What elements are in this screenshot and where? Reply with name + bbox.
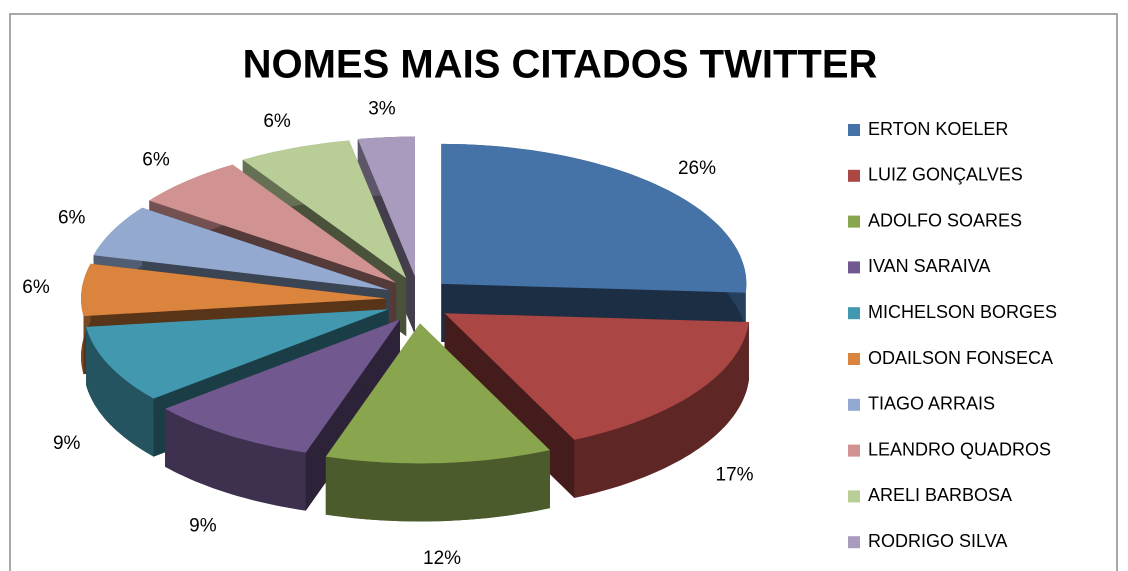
slice-top	[86, 309, 389, 399]
legend-label: RODRIGO SILVA	[868, 531, 1007, 551]
data-label: 6%	[58, 207, 86, 228]
legend-label: TIAGO ARRAIS	[868, 394, 995, 414]
legend-swatch	[848, 215, 860, 228]
data-label: 17%	[716, 465, 754, 486]
slice-wall	[86, 326, 154, 457]
legend-swatch	[848, 124, 860, 136]
slice-wall	[165, 408, 306, 511]
legend-label: ADOLFO SOARES	[868, 210, 1022, 230]
legend-swatch	[848, 353, 860, 365]
legend-swatch	[848, 307, 860, 320]
slice-top	[441, 143, 747, 293]
legend-swatch	[848, 169, 860, 182]
data-label: 26%	[678, 158, 716, 179]
legend-label: ARELI BARBOSA	[868, 485, 1012, 505]
slice	[325, 323, 550, 522]
data-label: 9%	[53, 433, 81, 454]
slice-top	[149, 164, 397, 283]
slice-top	[242, 140, 407, 279]
slice-wall	[574, 322, 749, 498]
data-label: 9%	[189, 515, 217, 536]
legend-swatch	[848, 261, 860, 274]
slice-top	[444, 313, 749, 440]
slice-top	[93, 207, 389, 290]
slice-top	[325, 323, 550, 464]
legend-swatch	[848, 444, 860, 457]
data-label: 12%	[423, 548, 461, 569]
legend-label: MICHELSON BORGES	[868, 302, 1057, 322]
legend-label: IVAN SARAIVA	[868, 256, 990, 276]
chart-title: NOMES MAIS CITADOS TWITTER	[243, 43, 878, 87]
legend-swatch	[848, 536, 860, 549]
slice-top	[81, 263, 387, 317]
data-label: 6%	[22, 277, 50, 298]
legend-label: ODAILSON FONSECA	[868, 348, 1053, 368]
legend-swatch	[848, 398, 860, 411]
data-label: 3%	[368, 98, 396, 119]
slice-top	[357, 136, 415, 277]
data-label: 6%	[142, 149, 170, 170]
legend-label: ERTON KOELER	[868, 119, 1008, 139]
slice-wall	[325, 450, 550, 522]
legend-label: LUIZ GONÇALVES	[868, 165, 1023, 185]
data-label: 6%	[263, 111, 291, 132]
legend-swatch	[848, 490, 860, 503]
legend-label: LEANDRO QUADROS	[868, 439, 1051, 459]
slice-top	[165, 319, 400, 453]
